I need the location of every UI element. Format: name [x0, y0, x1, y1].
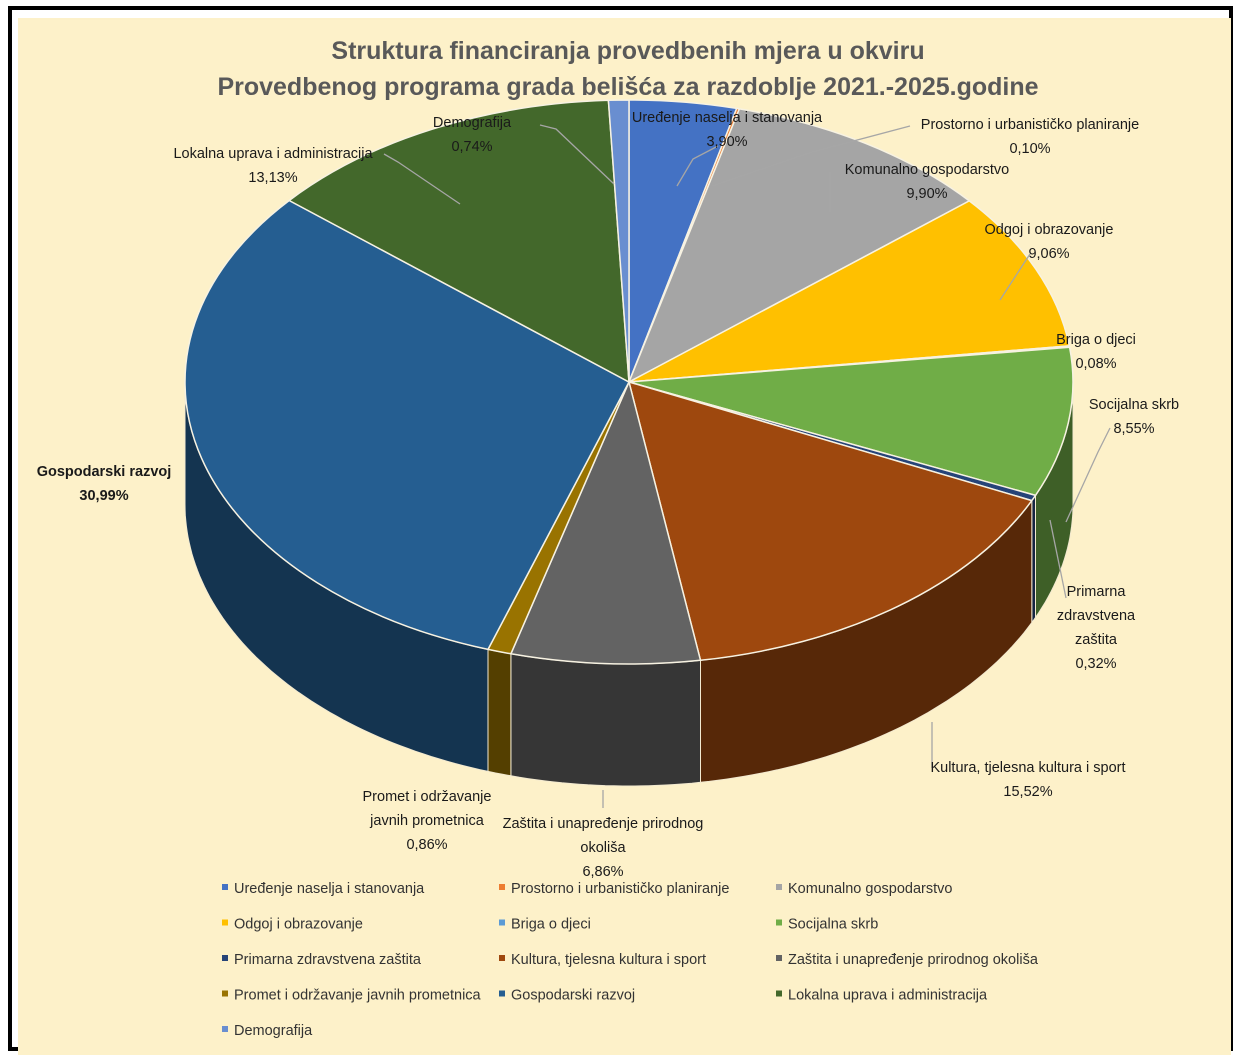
leader-line	[383, 153, 461, 205]
data-label: 0,74%	[451, 139, 492, 155]
legend-entry: Promet i održavanje javnih prometnica	[234, 988, 482, 1004]
data-label: Prostorno i urbanističko planiranje	[921, 117, 1139, 133]
data-label: 0,86%	[406, 837, 447, 853]
slice-komunalno-gospodarstvo	[628, 108, 971, 383]
data-label: Primarna	[1067, 584, 1127, 600]
legend-entry: Lokalna uprava i administracija	[788, 988, 988, 1004]
leader-line	[676, 145, 719, 187]
legend-entry: Kultura, tjelesna kultura i sport	[511, 952, 706, 968]
data-label: 0,10%	[1009, 141, 1050, 157]
legend-swatch	[222, 955, 228, 961]
legend-swatch	[222, 884, 228, 890]
data-label: Gospodarski razvoj	[37, 464, 172, 480]
leader-line	[711, 125, 911, 187]
legend-swatch	[776, 990, 782, 997]
legend-swatch	[499, 919, 505, 926]
data-label: 9,90%	[906, 186, 947, 202]
leader-line	[539, 124, 615, 185]
leader-line	[1065, 427, 1111, 523]
slice-lokalna-uprava-i-administracija	[288, 99, 630, 383]
data-label: Kultura, tjelesna kultura i sport	[930, 760, 1125, 776]
leader-line	[999, 253, 1031, 301]
data-label: 13,13%	[248, 170, 297, 186]
data-label: 6,86%	[582, 864, 623, 880]
chart-title-line-1: Struktura financiranja provedbenih mjera…	[331, 37, 924, 65]
slice-odgoj-i-obrazovanje	[628, 200, 1071, 383]
data-label: Socijalna skrb	[1089, 397, 1179, 413]
legend-swatch	[499, 990, 505, 997]
legend-entry: Uređenje naselja i stanovanja	[234, 881, 425, 897]
data-label: 3,90%	[706, 134, 747, 150]
data-label: 0,08%	[1075, 356, 1116, 372]
legend-entry: Zaštita i unapređenje prirodnog okoliša	[788, 952, 1039, 968]
data-label: 8,55%	[1113, 421, 1154, 437]
slice-socijalna-skrb	[628, 346, 1074, 497]
leader-lines	[383, 124, 1111, 808]
slice-za-tita-i-unapre-enje-prirodnog-okoli-a	[510, 381, 702, 665]
data-label: zaštita	[1075, 632, 1118, 648]
legend-entry: Prostorno i urbanističko planiranje	[511, 881, 729, 897]
data-label: 15,52%	[1003, 784, 1052, 800]
legend-swatch	[499, 955, 505, 961]
data-label: Lokalna uprava i administracija	[173, 146, 373, 162]
legend-swatch	[222, 919, 228, 926]
legend-swatch	[222, 990, 228, 997]
leader-line	[1049, 519, 1067, 599]
legend-entry: Odgoj i obrazovanje	[234, 917, 363, 933]
legend-swatch	[776, 955, 782, 961]
legend: Uređenje naselja i stanovanja Prostorno i…	[222, 881, 1039, 1039]
pie-slices	[184, 99, 1074, 787]
chart-title-line-2: Provedbenog programa grada belišća za ra…	[217, 73, 1038, 101]
data-label: 0,32%	[1075, 656, 1116, 672]
data-label: 9,06%	[1028, 246, 1069, 262]
slice-demografija	[607, 99, 630, 383]
data-label: Promet i održavanje	[363, 789, 492, 805]
data-labels: Uređenje naselja i stanovanja 3,90% Prosto…	[37, 110, 1179, 880]
data-label: okoliša	[580, 840, 626, 856]
slice-side	[1031, 493, 1036, 625]
data-label: zdravstvena	[1057, 608, 1136, 624]
legend-entry: Briga o djeci	[511, 917, 591, 933]
legend-swatch	[776, 919, 782, 926]
legend-swatch	[776, 884, 782, 890]
data-label: Demografija	[433, 115, 512, 131]
legend-swatch	[222, 1026, 228, 1032]
data-label: 30,99%	[79, 488, 128, 504]
data-label: Briga o djeci	[1056, 332, 1136, 348]
data-label: Zaštita i unapređenje prirodnog	[503, 816, 704, 832]
legend-entry: Socijalna skrb	[788, 917, 878, 933]
data-label: Odgoj i obrazovanje	[985, 222, 1114, 238]
slice-gospodarski-razvoj	[184, 199, 630, 651]
legend-entry: Gospodarski razvoj	[511, 988, 635, 1004]
legend-swatch	[499, 884, 505, 890]
data-label: javnih prometnica	[369, 813, 485, 829]
slice-side	[487, 648, 512, 777]
slice-kultura-tjelesna-kultura-i-sport	[628, 381, 1033, 662]
data-label: Uređenje naselja i stanovanja	[632, 110, 823, 126]
data-label: Komunalno gospodarstvo	[845, 162, 1009, 178]
slice-side	[510, 653, 701, 787]
legend-entry: Demografija	[234, 1023, 313, 1039]
legend-entry: Primarna zdravstvena zaštita	[234, 952, 422, 968]
legend-entry: Komunalno gospodarstvo	[788, 881, 952, 897]
